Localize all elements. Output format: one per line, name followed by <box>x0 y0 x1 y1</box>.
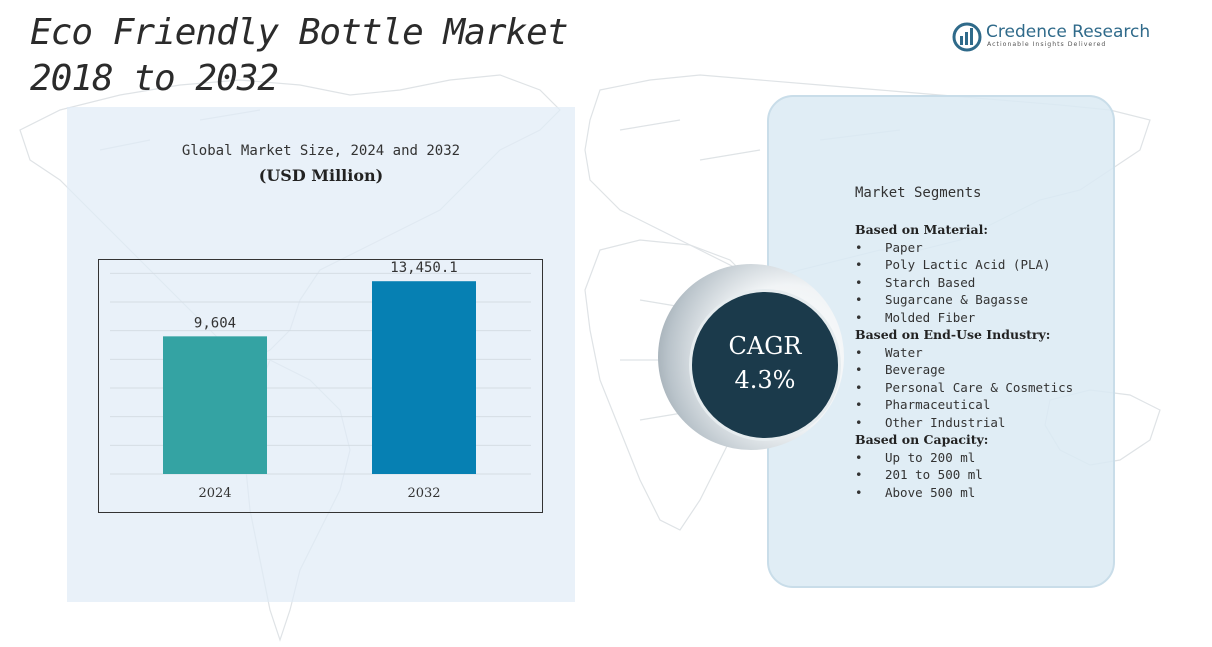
segment-item: • Beverage <box>855 361 1105 379</box>
segment-item: • Starch Based <box>855 274 1105 292</box>
chart-panel <box>67 107 575 602</box>
bar-2024 <box>163 336 267 474</box>
segment-item-label: Sugarcane & Bagasse <box>885 292 1028 307</box>
segment-item: • Above 500 ml <box>855 484 1105 502</box>
x-tick-label: 2024 <box>198 486 231 501</box>
segment-item-label: Paper <box>885 239 923 255</box>
segment-item: • Pharmaceutical <box>855 396 1105 414</box>
bullet-icon: • <box>855 309 863 325</box>
bullet-icon: • <box>855 397 863 412</box>
credence-logo-icon <box>952 22 982 52</box>
chart-title: Global Market Size, 2024 and 2032 <box>181 143 461 159</box>
segment-item-label: Beverage <box>885 362 946 377</box>
segment-item-label: Other Industrial <box>885 414 1006 430</box>
segment-item-label: Poly Lactic Acid (PLA) <box>885 257 1051 272</box>
bullet-icon: • <box>855 467 863 482</box>
bullet-icon: • <box>855 292 863 307</box>
segment-heading: Based on End-Use Industry: <box>855 327 1051 342</box>
segment-heading: Based on Capacity: <box>855 432 989 447</box>
segments-title: Market Segments <box>855 185 982 201</box>
segment-item: • Other Industrial <box>855 414 1105 432</box>
bullet-icon: • <box>855 344 863 360</box>
segment-item-label: Personal Care & Cosmetics <box>885 379 1074 395</box>
segment-item-label: Water <box>885 344 923 360</box>
bullet-icon: • <box>855 362 863 377</box>
segment-item-label: Starch Based <box>885 274 976 290</box>
segment-item: • 201 to 500 ml <box>855 466 1105 484</box>
brand-logo-block: Credence Research Actionable Insights De… <box>952 22 1152 52</box>
chart-unit: (USD Million) <box>258 166 384 185</box>
bullet-icon: • <box>855 449 863 465</box>
bar-value-label: 13,450.1 <box>390 260 457 276</box>
bullet-icon: • <box>855 484 863 500</box>
bullet-icon: • <box>855 414 863 430</box>
segment-item: • Paper <box>855 239 1105 257</box>
title-line-2: 2018 to 2032 <box>30 58 279 99</box>
cagr-badge: CAGR 4.3% <box>689 289 841 441</box>
bar-2032 <box>372 281 476 474</box>
segments-list: Based on Material: • Paper • Poly Lactic Aci… <box>855 221 1105 501</box>
segment-item-label: Up to 200 ml <box>885 449 976 465</box>
bar-value-label: 9,604 <box>194 315 236 331</box>
bar-chart: 9,604 2024 13,450.1 2032 <box>110 260 531 501</box>
bullet-icon: • <box>855 379 863 395</box>
title-line-1: Eco Friendly Bottle Market <box>30 12 569 53</box>
segment-heading: Based on Material: <box>855 222 988 237</box>
segment-item: • Up to 200 ml <box>855 449 1105 467</box>
cagr-value: 4.3% <box>734 366 796 394</box>
segment-item-label: Above 500 ml <box>885 484 976 500</box>
bullet-icon: • <box>855 274 863 290</box>
segment-item: • Sugarcane & Bagasse <box>855 291 1105 309</box>
segment-item-label: Molded Fiber <box>885 309 976 325</box>
bullet-icon: • <box>855 239 863 255</box>
bullet-icon: • <box>855 257 863 272</box>
segment-item-label: Pharmaceutical <box>885 397 991 412</box>
brand-name: Credence Research <box>986 22 1151 42</box>
segment-item: • Poly Lactic Acid (PLA) <box>855 256 1105 274</box>
segment-item-label: 201 to 500 ml <box>885 467 983 482</box>
segment-item: • Water <box>855 344 1105 362</box>
plot-frame <box>98 259 543 513</box>
page-title: Eco Friendly Bottle Market 2018 to 2032 <box>30 10 590 102</box>
x-tick-label: 2032 <box>407 486 440 501</box>
brand-tagline: Actionable Insights Delivered <box>987 41 1107 48</box>
cagr-label: CAGR <box>728 332 802 360</box>
segment-item: • Molded Fiber <box>855 309 1105 327</box>
segment-item: • Personal Care & Cosmetics <box>855 379 1105 397</box>
